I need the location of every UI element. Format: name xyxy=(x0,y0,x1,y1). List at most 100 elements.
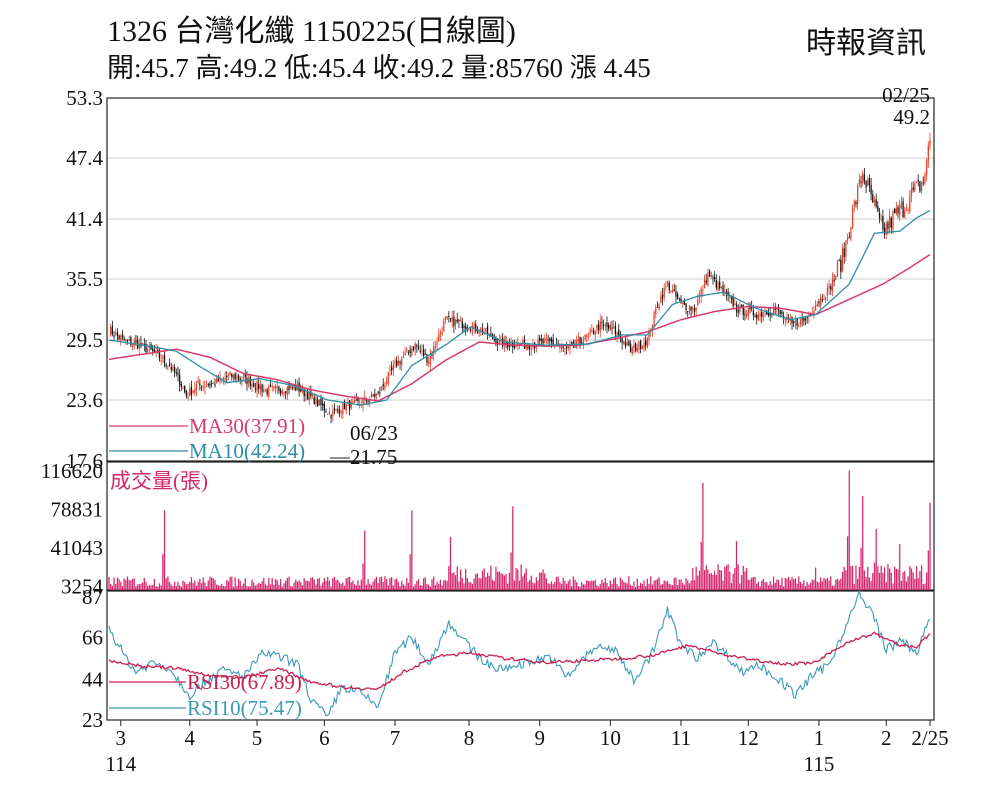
volume-bar xyxy=(187,583,189,590)
volume-bar xyxy=(813,579,815,590)
candle-body xyxy=(397,360,400,365)
candle-body xyxy=(877,205,879,212)
volume-bar xyxy=(190,577,193,590)
volume-bar xyxy=(520,564,522,590)
volume-bar xyxy=(486,572,489,590)
volume-bar xyxy=(380,576,383,590)
candle-body xyxy=(232,374,235,379)
volume-bar xyxy=(576,582,578,590)
volume-bar xyxy=(532,582,534,590)
volume-bar xyxy=(528,580,531,590)
candle-body xyxy=(202,385,204,387)
volume-bar xyxy=(885,582,887,590)
volume-bar xyxy=(742,565,744,590)
volume-bar xyxy=(525,568,527,590)
volume-bar xyxy=(476,573,479,590)
candle-body xyxy=(143,344,145,346)
candle-body xyxy=(613,326,615,328)
price-tick-label: 35.5 xyxy=(66,267,103,291)
volume-bar xyxy=(702,482,704,590)
volume-bar xyxy=(539,572,541,590)
high-value-label: 49.2 xyxy=(893,105,930,129)
volume-bar xyxy=(833,585,835,590)
volume-bar xyxy=(840,578,842,590)
volume-bar xyxy=(527,581,529,590)
candle-body xyxy=(495,337,497,345)
volume-bar xyxy=(650,576,652,590)
volume-bar xyxy=(261,581,263,590)
volume-bar xyxy=(624,582,627,590)
candle-body xyxy=(828,285,830,289)
volume-bar xyxy=(503,575,505,590)
volume-bar xyxy=(320,585,322,590)
candle-body xyxy=(868,178,871,186)
volume-bar xyxy=(422,578,425,590)
candle-body xyxy=(520,343,522,345)
candle-body xyxy=(724,290,726,294)
candle-body xyxy=(345,404,347,411)
volume-bar xyxy=(872,572,874,590)
volume-bar xyxy=(843,566,845,590)
candle-body xyxy=(404,352,406,356)
volume-bar xyxy=(712,574,714,590)
candle-body xyxy=(920,182,923,191)
candle-body xyxy=(715,280,717,288)
candle-body xyxy=(433,346,435,355)
candle-body xyxy=(399,361,401,364)
candle-body xyxy=(814,305,817,311)
volume-bar xyxy=(668,583,670,590)
volume-bar xyxy=(315,584,317,590)
chart-title: 1326 台灣化纖 1150225(日線圖) xyxy=(107,15,516,48)
volume-bar xyxy=(491,579,494,590)
candle-body xyxy=(577,338,580,342)
volume-bar xyxy=(633,581,635,590)
candle-body xyxy=(737,310,739,313)
candle-body xyxy=(872,194,874,203)
candle-body xyxy=(338,409,341,414)
volume-bar xyxy=(303,578,305,590)
volume-bar xyxy=(648,583,650,590)
volume-bar xyxy=(717,564,719,590)
volume-panel-title: 成交量(張) xyxy=(110,469,208,493)
candle-body xyxy=(700,288,702,296)
volume-bar xyxy=(831,585,834,590)
volume-bar xyxy=(402,584,405,590)
candle-body xyxy=(688,306,691,311)
candle-body xyxy=(190,387,193,395)
candle-body xyxy=(885,223,887,235)
volume-bar xyxy=(550,581,553,590)
candle-body xyxy=(357,398,359,402)
candle-body xyxy=(759,313,761,317)
candle-body xyxy=(153,350,156,353)
candle-body xyxy=(602,324,605,326)
volume-bar xyxy=(784,577,786,590)
candle-body xyxy=(857,185,859,205)
candle-body xyxy=(634,344,637,351)
volume-bar xyxy=(729,571,731,590)
candle-body xyxy=(658,304,660,310)
volume-bar xyxy=(162,554,164,590)
candle-body xyxy=(502,337,504,347)
candle-body xyxy=(328,412,331,414)
candle-body xyxy=(742,305,744,315)
volume-bar xyxy=(737,564,739,590)
volume-bar xyxy=(781,577,783,590)
candle-body xyxy=(441,331,443,335)
candle-body xyxy=(271,386,273,388)
candle-body xyxy=(727,291,729,296)
volume-bar xyxy=(253,582,255,590)
volume-bar xyxy=(517,569,519,590)
candle-body xyxy=(258,383,260,390)
candle-body xyxy=(179,374,181,385)
volume-bar xyxy=(407,582,410,590)
candle-body xyxy=(411,348,413,356)
candle-body xyxy=(459,319,462,322)
candle-body xyxy=(663,288,665,297)
volume-bar xyxy=(905,581,908,590)
candle-body xyxy=(628,341,630,346)
volume-bar xyxy=(372,581,374,590)
candle-body xyxy=(387,372,389,384)
candle-body xyxy=(283,392,285,394)
candle-body xyxy=(528,344,531,350)
candle-body xyxy=(539,337,541,341)
